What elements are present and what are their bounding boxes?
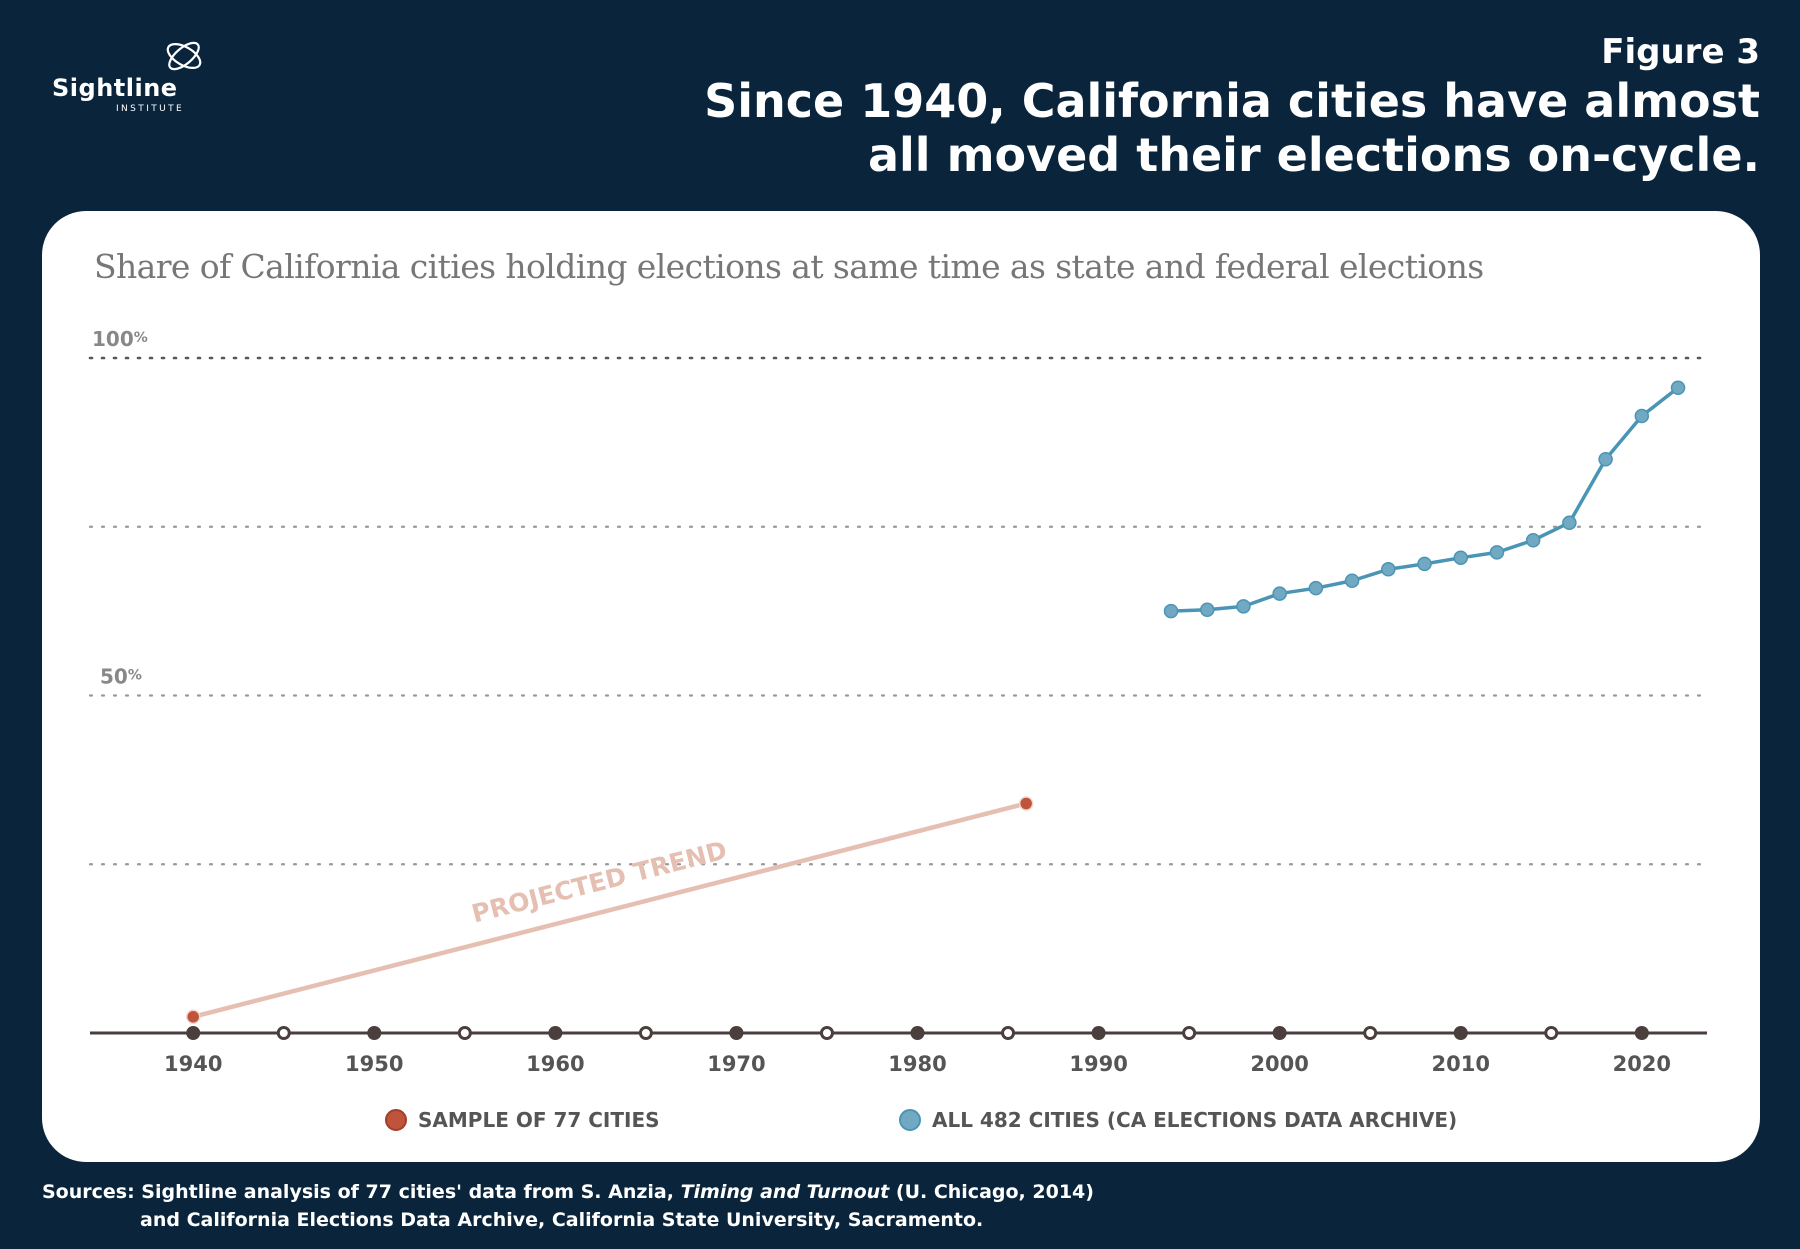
sources-line-2: and California Elections Data Archive, C…: [140, 1209, 984, 1231]
sources-line-1: Sources: Sightline analysis of 77 cities…: [42, 1178, 1542, 1206]
logo-subtitle: INSTITUTE: [116, 104, 185, 114]
y-tick-percent: %: [128, 668, 142, 684]
all-cities-point-2014: [1525, 533, 1541, 548]
all-cities-point-2012: [1489, 545, 1505, 560]
x-tick-major-1960: [548, 1026, 563, 1040]
legend-label-sample: SAMPLE OF 77 CITIES: [418, 1108, 660, 1132]
figure-label: Figure 3: [1601, 32, 1760, 72]
x-tick-label-2020: 2020: [1613, 1052, 1671, 1076]
all-cities-point-2016: [1562, 515, 1577, 530]
chart-title: Share of California cities holding elect…: [94, 247, 1484, 286]
x-tick-major-2000: [1272, 1026, 1287, 1040]
all-cities-point-2006: [1381, 562, 1396, 577]
sample-point-1986: [1018, 796, 1034, 811]
x-tick-minor-1955: [457, 1026, 472, 1040]
x-tick-label-1980: 1980: [888, 1052, 946, 1076]
x-tick-label-2000: 2000: [1250, 1052, 1308, 1076]
y-tick-number: 100: [92, 327, 134, 351]
x-tick-major-1940: [186, 1026, 201, 1040]
x-tick-label-2010: 2010: [1432, 1052, 1490, 1076]
all-cities-point-2000: [1272, 586, 1287, 601]
y-tick-label-100: 100%: [92, 327, 148, 351]
x-tick-label-1960: 1960: [526, 1052, 584, 1076]
all-cities-point-2020: [1634, 408, 1650, 424]
all-cities-line: [1170, 386, 1680, 613]
all-cities-point-2004: [1344, 573, 1360, 588]
x-tick-minor-2015: [1544, 1026, 1559, 1040]
x-tick-minor-1975: [819, 1026, 834, 1040]
x-tick-label-1940: 1940: [164, 1052, 222, 1076]
chart-card: Share of California cities holding elect…: [42, 211, 1760, 1162]
y-tick-percent: %: [134, 330, 148, 346]
x-tick-label-1950: 1950: [345, 1052, 403, 1076]
logo-mark-icon: [166, 41, 202, 71]
projected-trend-line: [192, 801, 1027, 1019]
x-tick-minor-1995: [1182, 1026, 1197, 1040]
all-cities-point-1994: [1163, 603, 1179, 619]
all-cities-point-2018: [1598, 452, 1613, 467]
sample-point-1940: [185, 1009, 201, 1025]
x-tick-minor-2005: [1363, 1026, 1378, 1040]
x-tick-minor-1985: [1001, 1026, 1016, 1040]
all-cities-point-1998: [1236, 599, 1251, 614]
x-tick-label-1970: 1970: [707, 1052, 765, 1076]
sources-prefix: Sources: Sightline analysis of 77 cities…: [42, 1181, 681, 1203]
y-tick-label-50: 50%: [100, 665, 142, 689]
sources-suffix: (U. Chicago, 2014): [889, 1181, 1094, 1203]
sightline-logo: Sightline INSTITUTE: [52, 36, 222, 116]
y-tick-number: 50: [100, 665, 128, 689]
legend-swatch-all-cities: [899, 1109, 921, 1131]
chart-svg: 100%50%1940 1950 1960 1970 1980 1990 2000 2010 2…: [88, 327, 1709, 1132]
x-tick-major-1950: [367, 1026, 382, 1040]
all-cities-point-2008: [1417, 556, 1432, 572]
all-cities-point-2002: [1308, 580, 1324, 596]
all-cities-point-2010: [1453, 550, 1468, 566]
x-tick-major-1990: [1091, 1026, 1106, 1040]
x-tick-major-2010: [1453, 1026, 1468, 1040]
x-tick-minor-1965: [638, 1026, 653, 1040]
x-tick-label-1990: 1990: [1069, 1052, 1127, 1076]
x-tick-minor-1945: [276, 1026, 291, 1040]
legend-swatch-sample: [385, 1109, 407, 1131]
sources-book-title: Timing and Turnout: [680, 1181, 890, 1203]
legend-label-all-cities: ALL 482 CITIES (CA ELECTIONS DATA ARCHIV…: [932, 1108, 1457, 1132]
all-cities-point-1996: [1199, 602, 1215, 618]
headline: Since 1940, California cities have almos…: [704, 74, 1760, 182]
logo-name: Sightline: [52, 74, 178, 102]
x-tick-major-1980: [910, 1026, 925, 1040]
all-cities-point-2022: [1670, 380, 1686, 395]
x-tick-major-1970: [729, 1026, 744, 1040]
x-tick-major-2020: [1634, 1026, 1649, 1040]
sources-note: Sources: Sightline analysis of 77 cities…: [42, 1178, 1542, 1234]
